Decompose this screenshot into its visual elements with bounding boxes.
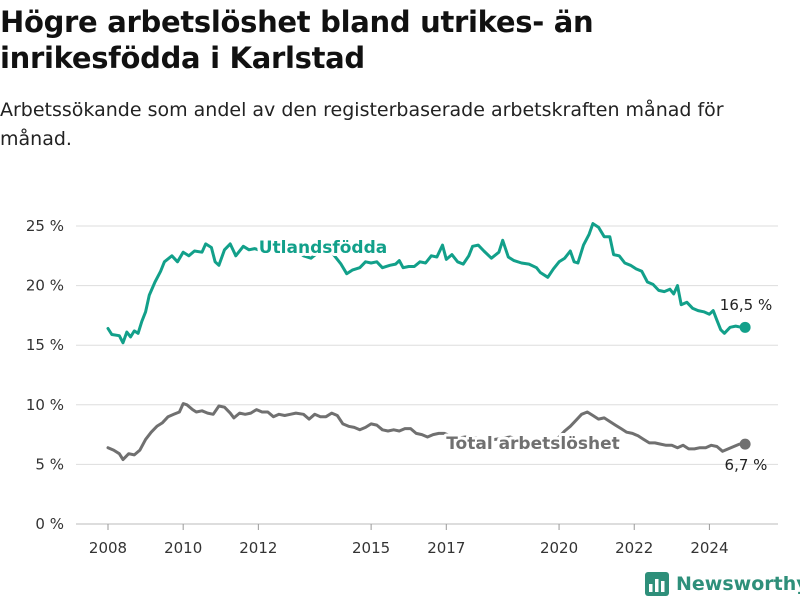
series-label-halo: Utlandsfödda [259,238,388,258]
x-tick-label: 2008 [89,539,127,557]
series-line-utlandsfodda [106,222,747,345]
x-tick-label: 2010 [164,539,202,557]
y-tick-label: 25 % [26,217,64,235]
chart-subtitle: Arbetssökande som andel av den registerb… [0,99,724,150]
y-tick-label: 10 % [26,396,64,414]
chart-title: Högre arbetslöshet bland utrikes- än inr… [0,5,594,75]
x-tick-label: 2020 [540,539,578,557]
series-lines [106,222,751,462]
y-tick-label: 5 % [35,455,64,473]
x-tick-label: 2024 [690,539,728,557]
brand-name: Newsworthy [676,573,800,595]
y-tick-label: 0 % [35,515,64,533]
series-line-total [106,402,747,462]
gridlines [76,225,778,525]
x-tick-label: 2012 [239,539,277,557]
x-tick-label: 2017 [427,539,465,557]
x-axis: 2008 2010 2012 2015 2017 2020 2022 2024 [89,524,729,557]
y-axis: 0 % 5 % 10 % 15 % 20 % 25 % [26,217,64,533]
series-name-label: Utlandsfödda [259,238,388,258]
end-value-label: 16,5 % [720,296,772,314]
y-tick-label: 20 % [26,277,64,295]
series-label-halo: Total arbetslöshet [446,434,620,454]
newsworthy-logo: Newsworthy [644,570,800,598]
series-end-point [739,321,751,333]
y-tick-label: 15 % [26,336,64,354]
series-name-label: Total arbetslöshet [446,434,620,454]
x-tick-label: 2015 [352,539,390,557]
end-value-label: 6,7 % [725,456,768,474]
series-end-point [739,438,751,450]
bar-chart-icon [645,572,669,596]
x-tick-label: 2022 [615,539,653,557]
